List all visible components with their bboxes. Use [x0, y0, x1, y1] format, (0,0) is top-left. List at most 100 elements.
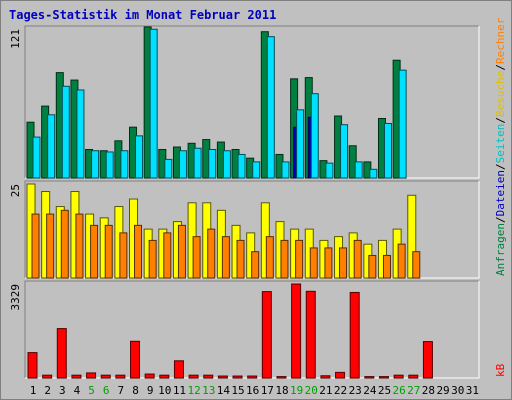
rechner-bar — [265, 236, 274, 279]
rechner-bar — [75, 213, 84, 279]
kb-bar — [408, 374, 419, 379]
seiten-bar — [164, 158, 173, 179]
kb-bar — [232, 375, 243, 379]
x-label-day: 5 — [88, 384, 95, 397]
rechner-bar — [104, 224, 113, 279]
seiten-bar — [105, 151, 114, 179]
volume-ymax-label: 3329 — [9, 284, 22, 311]
kb-bar — [364, 376, 375, 379]
x-label-day: 6 — [103, 384, 110, 397]
rechner-bar — [31, 213, 40, 279]
kb-bar — [335, 371, 346, 379]
seiten-bar — [266, 36, 275, 179]
rechner-bar — [221, 236, 230, 279]
kb-bar — [188, 374, 199, 379]
kb-bar — [203, 374, 214, 379]
seiten-bar — [47, 114, 56, 179]
rechner-bar — [309, 247, 318, 279]
kb-bar — [320, 375, 331, 379]
kb-bar — [276, 376, 287, 379]
x-label-day: 30 — [451, 384, 464, 397]
legend-entry: Besuche — [494, 71, 507, 117]
kb-bar — [422, 341, 433, 379]
seiten-bar — [237, 153, 246, 179]
kb-bar — [130, 340, 141, 379]
x-label-day: 26 — [393, 384, 406, 397]
seiten-bar — [178, 150, 187, 179]
seiten-bar — [135, 135, 144, 179]
seiten-bar — [340, 124, 349, 179]
kb-bar — [144, 373, 155, 379]
seiten-bar — [193, 147, 202, 179]
x-label-day: 1 — [30, 384, 37, 397]
x-label-day: 12 — [187, 384, 200, 397]
legend-top: Anfragen/Dateien/Seiten/Besuche/Rechner — [494, 17, 507, 276]
kb-bar — [291, 283, 302, 379]
x-label-day: 27 — [407, 384, 420, 397]
x-label-day: 10 — [158, 384, 171, 397]
rechner-bar — [134, 224, 143, 279]
rechner-bar — [90, 224, 99, 279]
seiten-bar — [222, 150, 231, 179]
x-label-day: 28 — [422, 384, 435, 397]
rechner-bar — [324, 247, 333, 279]
x-label-day: 7 — [118, 384, 125, 397]
kb-bar — [378, 376, 389, 379]
x-label-day: 3 — [59, 384, 66, 397]
rechner-bar — [368, 254, 377, 279]
seiten-bar — [383, 122, 392, 179]
x-label-day: 15 — [231, 384, 244, 397]
rechner-bar — [251, 251, 260, 279]
rechner-bar — [339, 247, 348, 279]
kb-bar — [173, 360, 184, 379]
hits-ymax-label: 121 — [9, 29, 22, 49]
legend-entry: Seiten — [494, 124, 507, 164]
x-label-day: 23 — [349, 384, 362, 397]
x-label-day: 25 — [378, 384, 391, 397]
x-label-day: 13 — [202, 384, 215, 397]
legend-entry: Anfragen — [494, 223, 507, 276]
rechner-bar — [382, 254, 391, 279]
kb-bar — [42, 374, 53, 379]
seiten-bar — [325, 162, 334, 179]
legend-entry: / — [494, 64, 507, 71]
seiten-bar — [398, 69, 407, 179]
kb-bar — [86, 372, 97, 379]
x-label-day: 29 — [436, 384, 449, 397]
panel-1-border-dark — [24, 25, 479, 178]
seiten-bar — [281, 161, 290, 179]
seiten-bar — [354, 161, 363, 179]
legend-entry: Dateien — [494, 170, 507, 216]
visits-ymax-label: 25 — [9, 184, 22, 197]
seiten-bar — [76, 89, 85, 179]
panel-3-border-dark — [24, 280, 479, 378]
rechner-bar — [46, 213, 55, 279]
rechner-bar — [412, 251, 421, 279]
seiten-bar — [91, 150, 100, 179]
rechner-bar — [353, 239, 362, 279]
seiten-bar — [32, 136, 41, 179]
rechner-bar — [397, 243, 406, 279]
rechner-bar — [295, 239, 304, 279]
seiten-bar — [369, 168, 378, 179]
legend-entry: kB — [494, 363, 507, 377]
rechner-bar — [148, 239, 157, 279]
seiten-bar — [296, 109, 305, 179]
legend-bottom: kB — [494, 363, 507, 377]
seiten-bar — [61, 85, 70, 179]
rechner-bar — [207, 228, 216, 279]
legend-entry: / — [494, 216, 507, 223]
kb-bar — [159, 374, 170, 379]
seiten-bar — [252, 161, 261, 179]
kb-bar — [100, 374, 111, 379]
kb-bar — [217, 375, 228, 379]
panel-2-border-dark — [24, 180, 479, 278]
rechner-bar — [163, 232, 172, 279]
panel-3-background — [25, 281, 479, 378]
rechner-bar — [192, 236, 201, 279]
legend-entry: Rechner — [494, 17, 507, 64]
besuche-bar — [407, 194, 417, 279]
rechner-bar — [236, 239, 245, 279]
